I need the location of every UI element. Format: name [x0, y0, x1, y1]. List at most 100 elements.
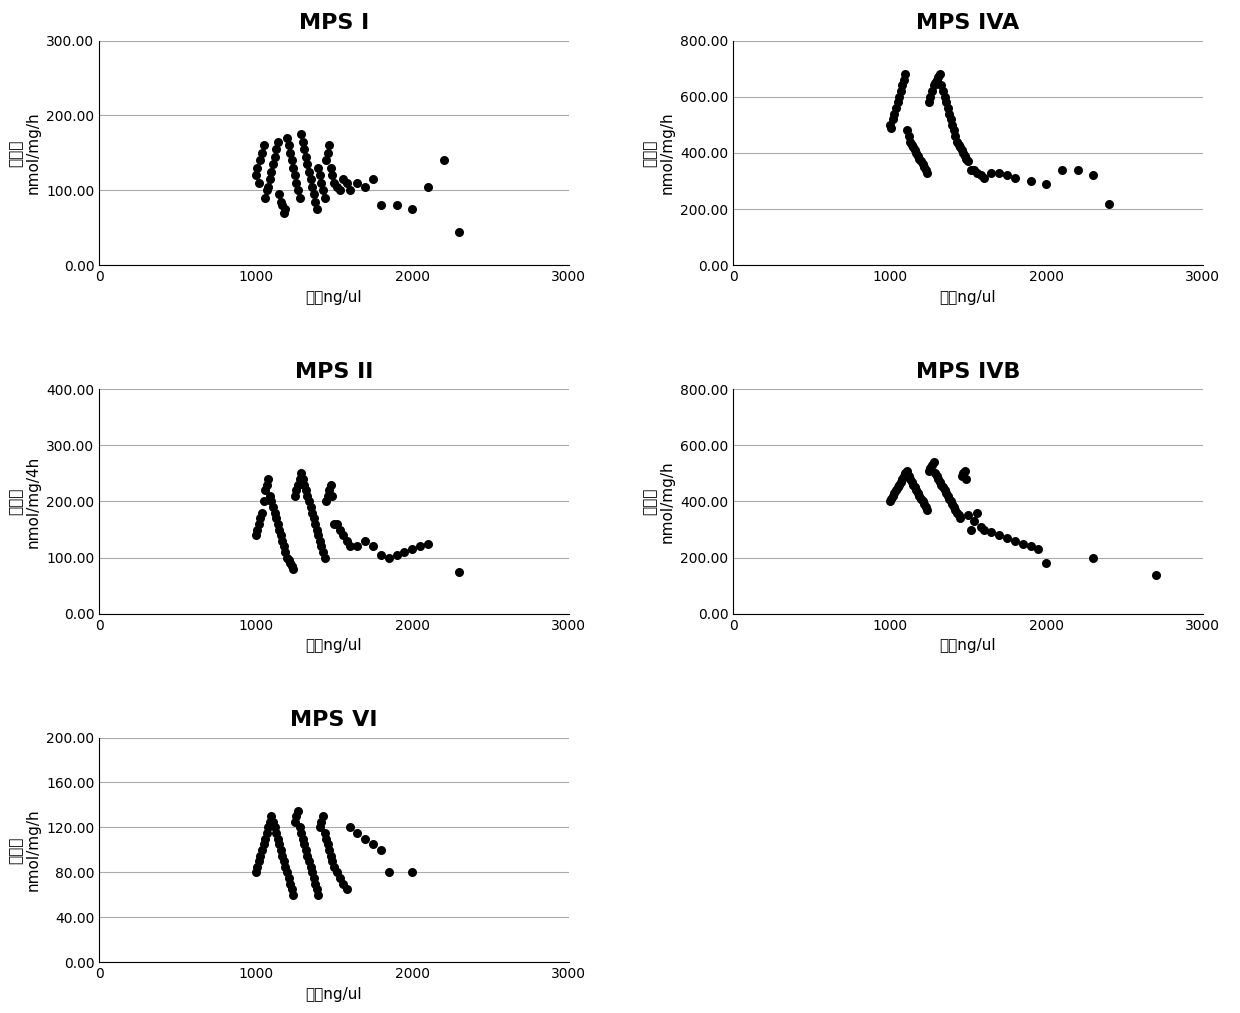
Point: [273, 198, 293, 214]
Point: [306, 201, 326, 217]
Point: [926, 72, 946, 88]
Point: [449, 224, 469, 240]
Point: [324, 859, 343, 875]
Point: [248, 859, 268, 875]
Point: [936, 94, 956, 110]
Point: [914, 159, 934, 175]
Point: [309, 160, 329, 176]
Point: [300, 499, 320, 516]
Point: [281, 152, 301, 168]
Point: [884, 485, 904, 501]
Point: [310, 167, 330, 183]
Point: [916, 162, 936, 178]
Point: [418, 178, 438, 194]
Point: [967, 164, 987, 180]
Point: [279, 552, 299, 568]
Point: [997, 530, 1017, 546]
Point: [906, 145, 926, 161]
Point: [920, 460, 940, 476]
Point: [371, 547, 391, 563]
Point: [260, 171, 280, 187]
Point: [387, 198, 407, 214]
Point: [263, 813, 283, 830]
Point: [254, 138, 274, 154]
Point: [944, 499, 963, 516]
Point: [284, 886, 304, 903]
Point: [294, 141, 314, 157]
Point: [1037, 175, 1056, 191]
Point: [315, 549, 335, 565]
Point: [434, 152, 454, 168]
Point: [913, 156, 932, 172]
Point: [288, 182, 308, 199]
Point: [982, 164, 1002, 180]
Point: [274, 205, 294, 221]
Point: [932, 479, 952, 495]
Point: [949, 137, 968, 153]
Point: [252, 145, 272, 161]
Point: [893, 77, 913, 93]
Point: [939, 490, 959, 506]
Point: [371, 198, 391, 214]
Point: [363, 538, 383, 554]
Point: [314, 544, 334, 560]
Point: [947, 134, 967, 150]
Point: [910, 487, 930, 503]
Point: [394, 544, 414, 560]
Point: [303, 504, 322, 521]
Point: [901, 474, 921, 490]
Point: [268, 831, 288, 847]
Point: [942, 116, 962, 133]
Point: [897, 123, 916, 139]
Point: [895, 465, 915, 481]
Point: [1021, 538, 1040, 554]
Point: [316, 831, 336, 847]
Point: [935, 482, 955, 498]
Point: [296, 842, 316, 858]
Point: [410, 538, 430, 554]
Point: [402, 201, 422, 217]
Point: [262, 163, 281, 179]
Point: [336, 881, 356, 898]
Point: [973, 522, 993, 538]
Point: [310, 820, 330, 836]
Point: [260, 487, 280, 503]
Point: [286, 482, 306, 498]
Point: [1037, 555, 1056, 571]
Point: [311, 175, 331, 191]
Point: [901, 137, 921, 153]
Point: [950, 511, 970, 527]
Point: [320, 482, 340, 498]
Point: [916, 499, 936, 516]
Point: [275, 201, 295, 217]
Point: [320, 138, 340, 154]
Point: [303, 178, 322, 194]
Point: [347, 175, 367, 191]
Point: [356, 178, 376, 194]
Point: [982, 525, 1002, 541]
Point: [314, 182, 334, 199]
Point: [250, 511, 270, 527]
Point: [262, 493, 281, 510]
Point: [894, 72, 914, 88]
Point: [317, 145, 337, 161]
Point: [950, 139, 970, 155]
Point: [887, 100, 906, 116]
Point: [291, 825, 311, 841]
Point: [971, 167, 991, 183]
Point: [882, 120, 901, 136]
Point: [379, 549, 399, 565]
Point: [311, 538, 331, 554]
Title: MPS II: MPS II: [295, 362, 373, 382]
Point: [248, 160, 268, 176]
Point: [906, 482, 926, 498]
Point: [890, 83, 910, 99]
Point: [1146, 566, 1166, 582]
Point: [956, 151, 976, 167]
Point: [889, 88, 909, 104]
Point: [285, 813, 305, 830]
Point: [900, 134, 920, 150]
Point: [324, 516, 343, 532]
Point: [296, 149, 316, 165]
Point: [336, 533, 356, 549]
